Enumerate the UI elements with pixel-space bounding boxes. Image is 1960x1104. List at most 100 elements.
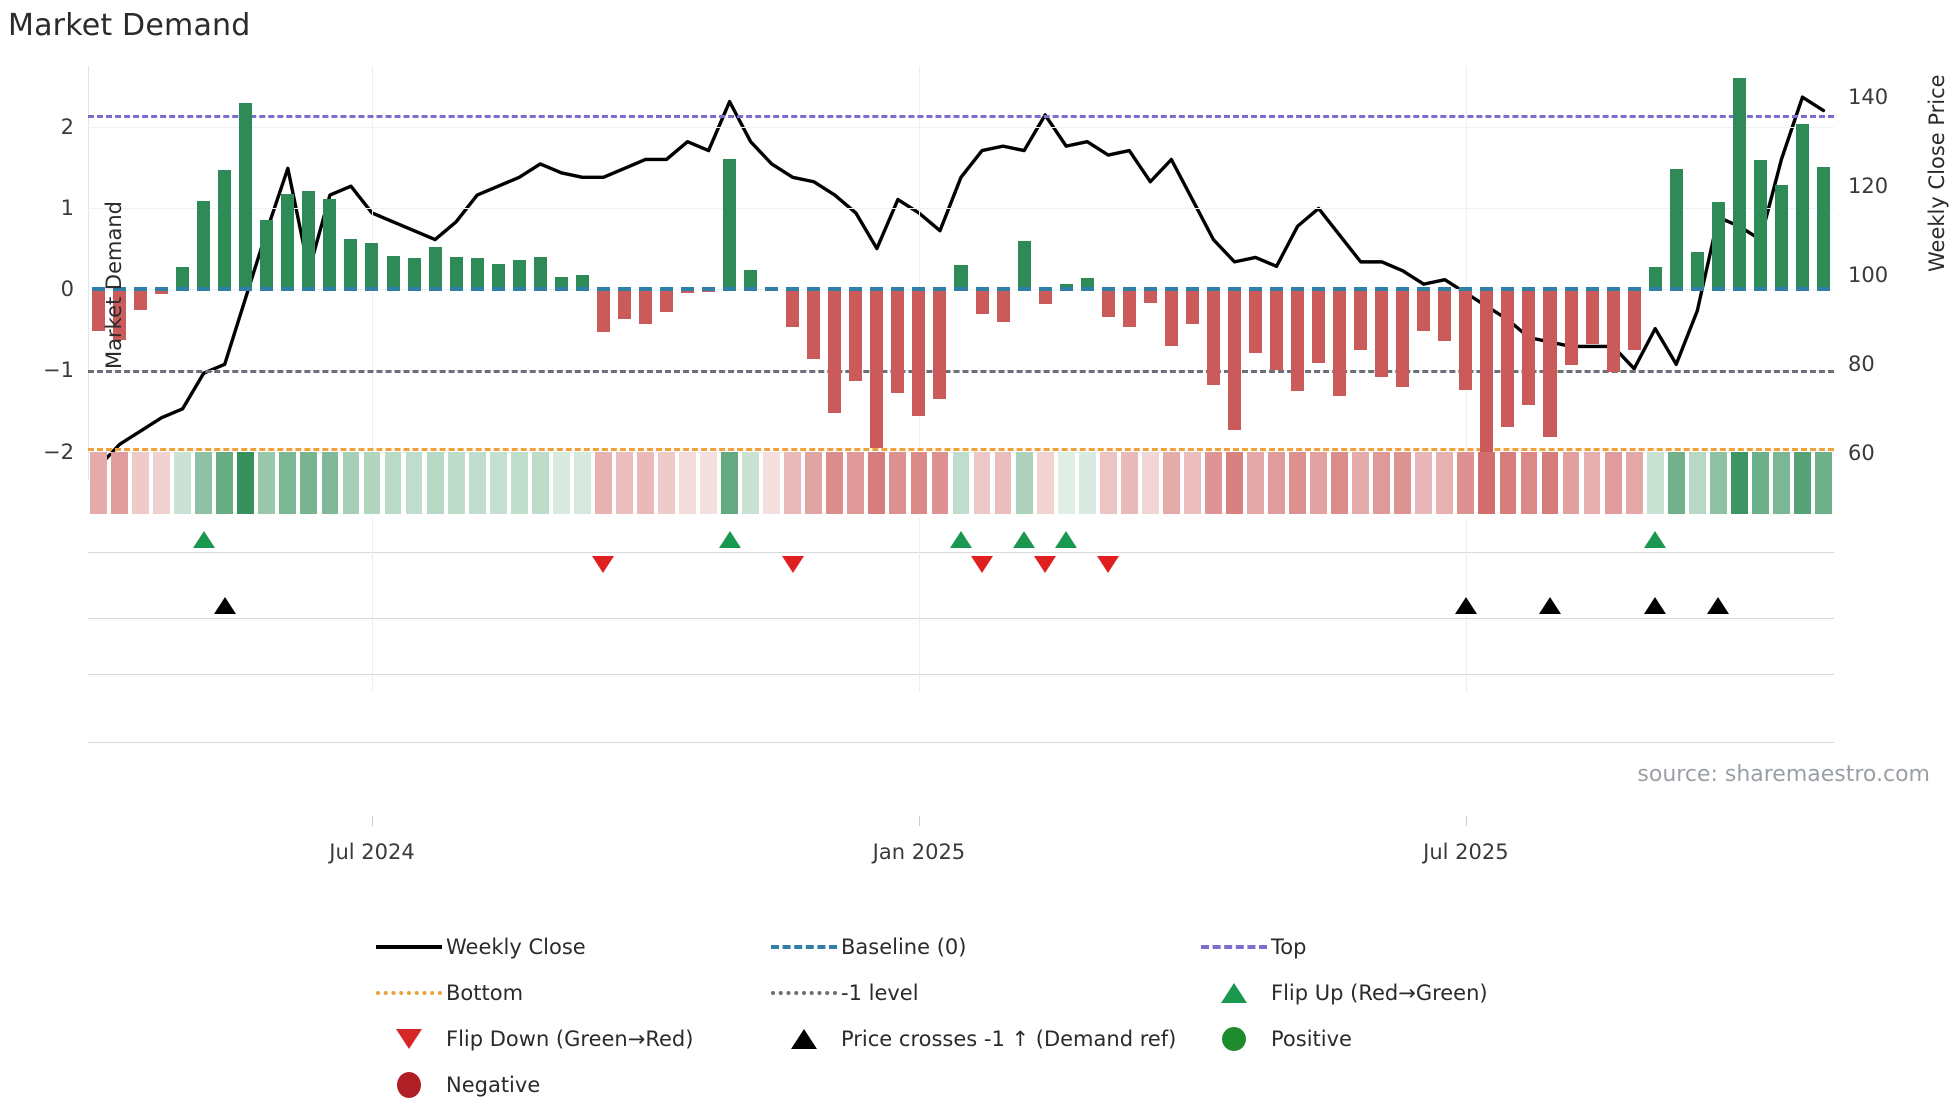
heatmap-cell [679, 452, 696, 514]
demand-bar [407, 258, 421, 290]
y-axis-right-tick: 140 [1848, 85, 1889, 110]
legend-item-label: Top [1271, 935, 1307, 959]
heatmap-cell [237, 452, 255, 514]
baseline-segment [407, 287, 421, 292]
heatmap-cell [195, 452, 213, 514]
gridline-vertical [918, 552, 920, 692]
y-axis-left-label: Market Demand [101, 201, 126, 369]
demand-bar [554, 277, 568, 290]
demand-bar [575, 275, 589, 290]
baseline-segment [491, 287, 505, 292]
baseline-segment [617, 287, 631, 292]
gridline-horizontal [88, 208, 1834, 210]
demand-bar [512, 260, 526, 290]
heatmap-cell [552, 452, 570, 514]
baseline-segment [512, 287, 526, 292]
heatmap-cell [1352, 452, 1370, 514]
heatmap-cell [510, 452, 528, 514]
legend-item[interactable]: Weekly Close [372, 928, 767, 966]
baseline-segment [134, 287, 148, 292]
x-axis-tick: Jan 2025 [872, 840, 966, 864]
heatmap-cell [1078, 452, 1096, 514]
y-axis-left-tick: 2 [60, 114, 74, 139]
heatmap-cell [1373, 452, 1391, 514]
heatmap-cell [1541, 452, 1559, 514]
flip-down-marker-icon [1097, 556, 1120, 573]
legend-item[interactable]: Baseline (0) [767, 928, 1197, 966]
legend-circle-red-icon [372, 1072, 446, 1098]
demand-bar [617, 289, 631, 320]
legend-item[interactable]: Negative [372, 1066, 767, 1104]
baseline-segment [1585, 287, 1599, 292]
baseline-segment [533, 287, 547, 292]
heatmap-cell [721, 452, 739, 514]
flip-up-marker-icon [1055, 531, 1078, 548]
demand-bar [1438, 289, 1452, 342]
demand-bar [239, 103, 253, 290]
baseline-segment [1417, 287, 1431, 292]
flip-up-marker-icon [718, 531, 741, 548]
legend-item-label: Price crosses -1 ↑ (Demand ref) [841, 1027, 1177, 1051]
heatmap-cell [1499, 452, 1517, 514]
heatmap-cell [742, 452, 760, 514]
reference-line-minus-one [88, 370, 1834, 374]
x-axis-tick-mark [371, 816, 373, 826]
demand-bar [1669, 169, 1683, 290]
legend-item[interactable]: Flip Up (Red→Green) [1197, 974, 1587, 1012]
legend-triangle-up-green-icon [1197, 983, 1271, 1003]
baseline-segment [1774, 287, 1788, 292]
legend-item[interactable]: Top [1197, 928, 1587, 966]
demand-bar [1354, 289, 1368, 351]
x-axis-tick-mark [918, 816, 920, 826]
legend-item[interactable]: Bottom [372, 974, 767, 1012]
baseline-segment [891, 287, 905, 292]
baseline-segment [197, 287, 211, 292]
baseline-segment [155, 287, 169, 292]
demand-bar [1480, 289, 1494, 462]
legend-item[interactable]: -1 level [767, 974, 1197, 1012]
demand-bar [386, 255, 400, 290]
baseline-segment [1143, 287, 1157, 292]
heatmap-cell [342, 452, 360, 514]
baseline-segment [1627, 287, 1641, 292]
heatmap-cell [258, 452, 276, 514]
heatmap-cell [174, 452, 192, 514]
heatmap-cell [637, 452, 654, 514]
demand-bar [596, 289, 610, 333]
baseline-segment [1291, 287, 1305, 292]
flip-down-marker-icon [1034, 556, 1057, 573]
legend-item[interactable]: Positive [1197, 1020, 1587, 1058]
heatmap-cell [1457, 452, 1475, 514]
heatmap-cell [1057, 452, 1075, 514]
baseline-segment [302, 287, 316, 292]
demand-bar [723, 158, 737, 290]
demand-bar [1185, 289, 1199, 325]
heatmap-cell [468, 452, 486, 514]
baseline-segment [1438, 287, 1452, 292]
legend-circle-green-icon [1197, 1027, 1271, 1051]
baseline-segment [1080, 287, 1094, 292]
demand-bar [470, 258, 484, 290]
flip-up-marker-icon [192, 531, 215, 548]
page-title: Market Demand [8, 8, 251, 43]
baseline-segment [1711, 287, 1725, 292]
demand-bar [365, 242, 379, 290]
baseline-segment [1270, 287, 1284, 292]
demand-bar [260, 220, 274, 290]
baseline-segment [1522, 287, 1536, 292]
baseline-segment [996, 287, 1010, 292]
heatmap-cell [1625, 452, 1643, 514]
legend-item[interactable]: Flip Down (Green→Red) [372, 1020, 767, 1058]
heatmap-cell [489, 452, 507, 514]
legend-item[interactable]: Price crosses -1 ↑ (Demand ref) [767, 1020, 1197, 1058]
baseline-segment [1333, 287, 1347, 292]
baseline-segment [575, 287, 589, 292]
baseline-segment [176, 287, 190, 292]
gridline-vertical [918, 66, 920, 480]
demand-bar [1312, 289, 1326, 364]
y-axis-right-tick: 120 [1848, 174, 1889, 199]
heatmap-cell [300, 452, 318, 514]
heatmap-cell [1247, 452, 1264, 514]
baseline-segment [344, 287, 358, 292]
heatmap-cell [1141, 452, 1159, 514]
